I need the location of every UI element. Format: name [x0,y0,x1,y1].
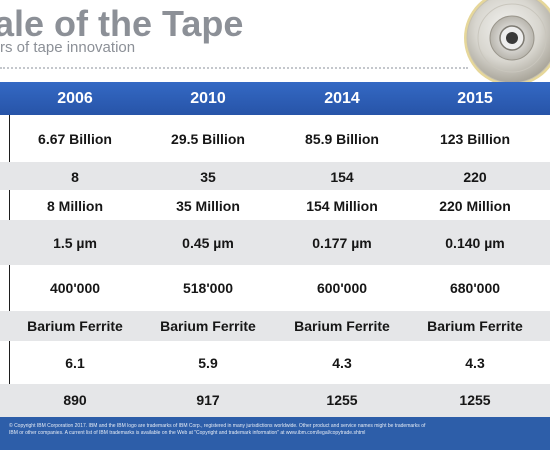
table-cell: 154 [330,169,354,185]
table-cell: 35 [200,169,216,185]
tape-reel-icon [462,0,550,88]
table-left-border [9,115,10,415]
table-cell: 1255 [459,392,491,408]
table-cell: 1.5 µm [53,235,97,251]
page-title: ale of the Tape [0,3,244,44]
table-row: Barium Ferrite Barium Ferrite Barium Fer… [0,311,550,341]
table-cell: 6.1 [65,355,85,371]
table-cell: 8 Million [47,198,103,214]
footer-bar: © Copyright IBM Corporation 2017. IBM an… [0,417,550,450]
table-row: 6.1 5.9 4.3 4.3 [0,341,550,384]
table-cell: 890 [63,392,87,408]
table-cell: 123 Billion [439,131,511,147]
year-header-cell: 2010 [190,90,226,107]
table-row: 400'000 518'000 600'000 680'000 [0,265,550,311]
table-cell: 4.3 [332,355,352,371]
table-cell: 35 Million [176,198,240,214]
table-cell: Barium Ferrite [294,318,390,334]
table-cell: 680'000 [449,280,501,296]
year-header-cell: 2015 [457,90,493,107]
table-cell: 400'000 [49,280,101,296]
table-cell: 6.67 Billion [38,131,112,147]
page-subtitle: rs of tape innovation [0,39,136,56]
table-row: 1.5 µm 0.45 µm 0.177 µm 0.140 µm [0,220,550,265]
copyright-notice: © Copyright IBM Corporation 2017. IBM an… [9,423,426,436]
dotted-divider [0,67,468,69]
table-cell: Barium Ferrite [427,318,523,334]
table-cell: Barium Ferrite [27,318,123,334]
table-cell: 0.140 µm [445,235,505,251]
table-cell: Barium Ferrite [160,318,256,334]
table-cell: 600'000 [316,280,368,296]
table-cell: 154 Million [306,198,378,214]
table-cell: 85.9 Billion [305,131,379,147]
year-header-cell: 2014 [324,90,360,107]
table-row: 6.67 Billion 29.5 Billion 85.9 Billion 1… [0,115,550,162]
table-row: 8 Million 35 Million 154 Million 220 Mil… [0,190,550,220]
table-row: 8 35 154 220 [0,162,550,190]
table-cell: 8 [71,169,79,185]
year-header-row: 2006 2010 2014 2015 [0,82,550,115]
table-cell: 220 Million [439,198,511,214]
table-cell: 220 [463,169,487,185]
year-header-cell: 2006 [57,90,93,107]
table-cell: 917 [196,392,220,408]
table-cell: 4.3 [465,355,485,371]
table-cell: 0.177 µm [312,235,372,251]
table-cell: 518'000 [182,280,234,296]
table-cell: 29.5 Billion [171,131,245,147]
table-cell: 5.9 [198,355,218,371]
table-row: 890 917 1255 1255 [0,384,550,417]
table-cell: 0.45 µm [182,235,234,251]
table-cell: 1255 [326,392,358,408]
